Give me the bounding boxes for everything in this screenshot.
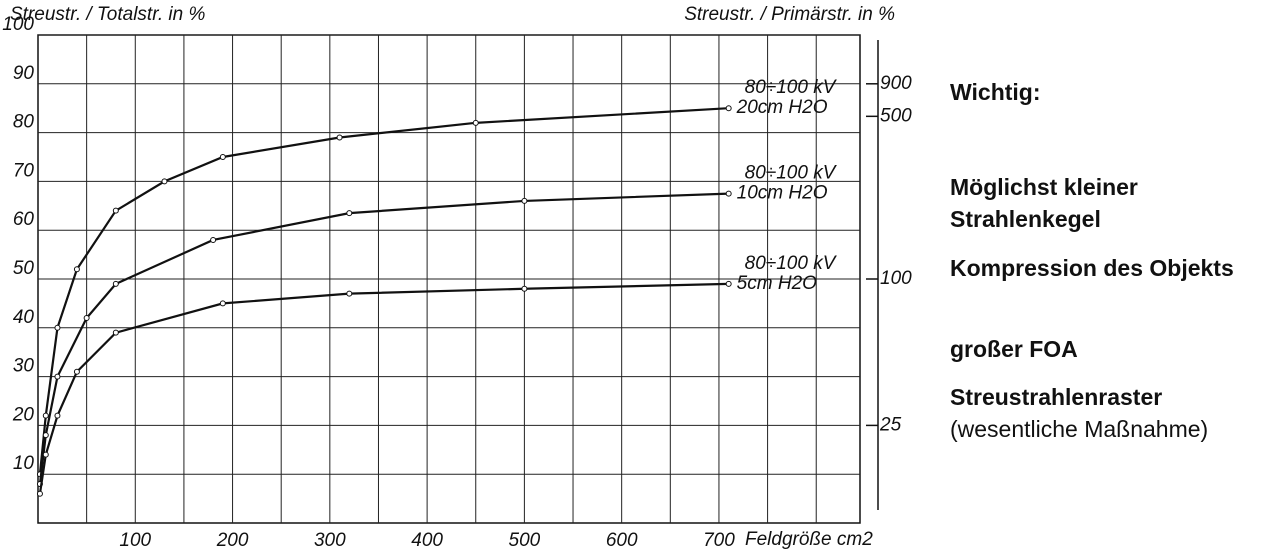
data-point	[83, 315, 90, 322]
y2-tick-label: 900	[880, 73, 912, 94]
data-point	[219, 300, 226, 307]
data-point	[73, 368, 80, 375]
data-point	[112, 280, 119, 287]
y-tick-label: 60	[13, 209, 35, 230]
sidebar-item: Kompression des Objekts	[950, 255, 1234, 281]
y-tick-label: 50	[13, 258, 35, 279]
data-point	[161, 178, 168, 185]
data-point	[42, 451, 49, 458]
series-name-label: 5cm H2O	[737, 273, 817, 294]
x-tick-label: 500	[509, 530, 541, 551]
series-kv-label: 80÷100 kV	[745, 163, 838, 184]
sidebar-item: Streustrahlenraster	[950, 384, 1163, 410]
data-point	[336, 134, 343, 141]
y2-tick-label: 25	[879, 414, 902, 435]
y2-tick-label: 100	[880, 268, 912, 289]
x-tick-label: 300	[314, 530, 346, 551]
y-tick-label: 100	[2, 14, 34, 35]
series-name-label: 20cm H2O	[736, 97, 828, 118]
data-point	[725, 280, 732, 287]
data-point	[54, 324, 61, 331]
data-point	[42, 412, 49, 419]
x-tick-label: 100	[119, 530, 151, 551]
y2-axis-title: Streustr. / Primärstr. in %	[684, 4, 895, 25]
data-point	[346, 290, 353, 297]
data-point	[725, 190, 732, 197]
sidebar-item: Möglichst kleiner Strahlenkegel	[950, 174, 1138, 232]
x-tick-label: 700	[703, 530, 735, 551]
series-kv-label: 80÷100 kV	[745, 253, 838, 274]
chart: Streustr. / Totalstr. in % Streustr. / P…	[2, 4, 912, 551]
data-point	[346, 210, 353, 217]
data-point	[521, 197, 528, 204]
series-line	[38, 107, 729, 475]
data-point	[472, 119, 479, 126]
sidebar-heading: Wichtig:	[950, 79, 1041, 105]
y-tick-label: 70	[13, 160, 35, 181]
data-point	[725, 105, 732, 112]
sidebar-note: (wesentliche Maßnahme)	[950, 416, 1209, 442]
y-tick-label: 20	[12, 404, 35, 425]
x-axis-title: Feldgröße cm2	[745, 529, 873, 550]
y-tick-label: 90	[13, 63, 35, 84]
sidebar-item: großer FOA	[950, 336, 1078, 362]
series-line	[38, 192, 729, 485]
x-tick-label: 200	[216, 530, 249, 551]
data-point	[210, 236, 217, 243]
data-point	[42, 432, 49, 439]
data-point	[54, 373, 61, 380]
series-line	[38, 282, 729, 494]
y-tick-label: 10	[13, 453, 35, 474]
x-tick-label: 400	[411, 530, 443, 551]
y-tick-label: 40	[13, 307, 35, 328]
data-point	[521, 285, 528, 292]
y2-tick-label: 500	[880, 105, 912, 126]
data-point	[219, 154, 226, 160]
series-name-label: 10cm H2O	[737, 183, 828, 204]
data-point	[112, 207, 119, 214]
y-tick-label: 30	[13, 356, 35, 377]
x-tick-label: 600	[606, 530, 638, 551]
y-tick-label: 80	[13, 112, 35, 133]
series-kv-label: 80÷100 kV	[745, 77, 838, 98]
data-point	[54, 412, 61, 419]
y-axis-title: Streustr. / Totalstr. in %	[10, 4, 205, 25]
data-point	[73, 266, 80, 273]
data-point	[36, 490, 43, 497]
data-point	[112, 329, 119, 336]
